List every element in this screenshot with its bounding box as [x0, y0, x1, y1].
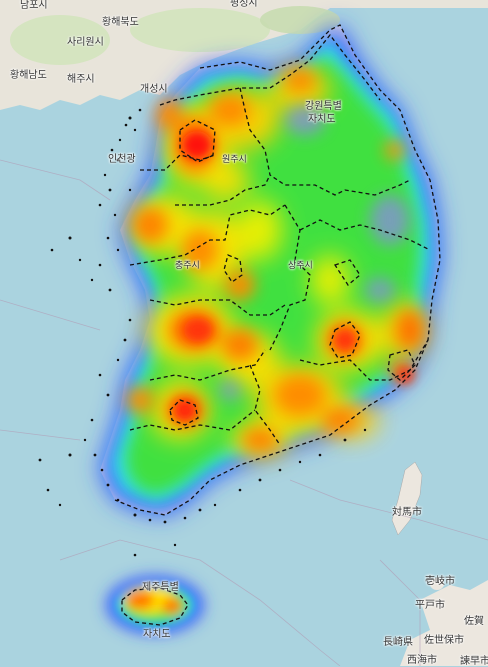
- label-sariwon: 사리원시: [67, 37, 104, 48]
- province-boundaries: [114, 24, 441, 516]
- label-jeju: 제주특별: [142, 582, 179, 593]
- label-nampo: 남포시: [20, 0, 48, 11]
- label-iki: 壱岐市: [425, 576, 455, 587]
- label-saikai: 西海市: [407, 655, 437, 666]
- label-hwanghae-n: 황해북도: [102, 17, 139, 28]
- label-incheon: 인천광: [108, 154, 136, 165]
- label-haeju: 해주시: [67, 74, 95, 85]
- label-hwanghae-s: 황해남도: [10, 70, 47, 81]
- label-jeju2: 자치도: [143, 629, 171, 640]
- label-saga: 佐賀: [464, 616, 484, 627]
- label-sangju: 상주시: [288, 261, 313, 271]
- label-sasebo: 佐世保市: [424, 635, 464, 646]
- label-kaesong: 개성시: [140, 84, 168, 95]
- label-isahaya: 諫早市: [460, 656, 488, 667]
- label-tsushima: 対馬市: [392, 507, 422, 518]
- label-nagasaki: 長崎県: [383, 637, 413, 648]
- label-pyongsong: 평성시: [230, 0, 258, 9]
- label-wonju: 원주시: [222, 155, 247, 165]
- islands: [38, 108, 367, 557]
- label-hirado: 平戸市: [415, 600, 445, 611]
- jeju-island: [107, 577, 203, 633]
- north-korea-land: [0, 0, 488, 110]
- tsushima-island: [391, 461, 423, 536]
- japan-land: [400, 580, 488, 666]
- label-gangwon: 강원특별: [305, 101, 342, 112]
- label-jachido: 자치도: [308, 114, 336, 125]
- label-chungju: 충주시: [175, 261, 200, 271]
